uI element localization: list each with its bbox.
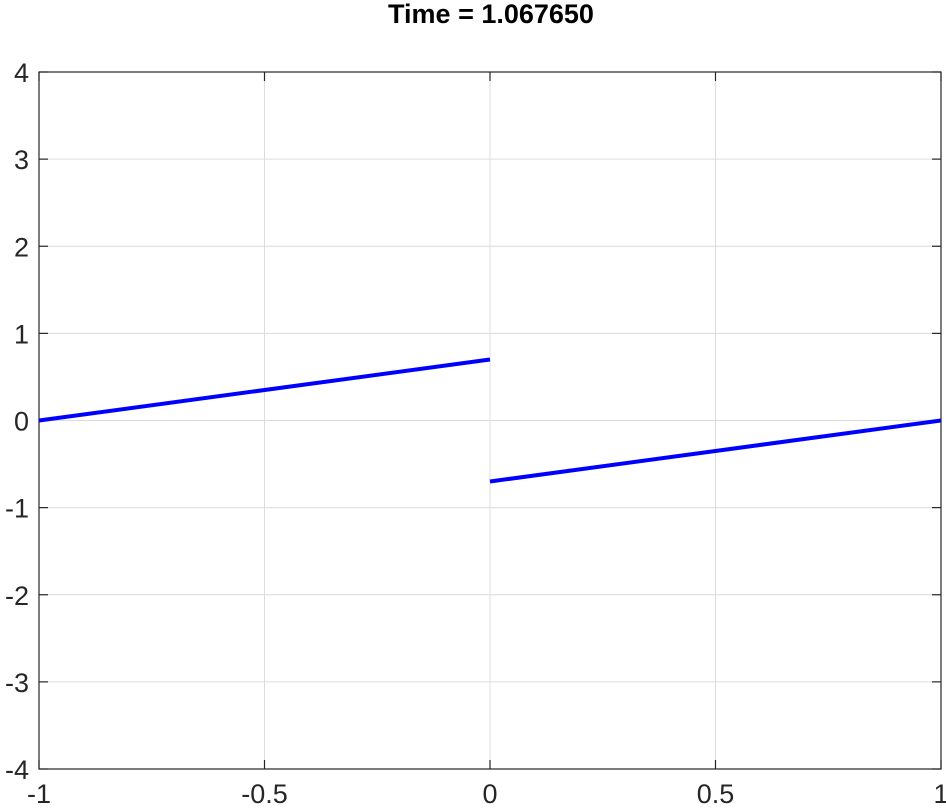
x-tick-label: 1 (933, 779, 946, 809)
y-tick-label: 3 (14, 145, 29, 175)
x-tick-label: 0.5 (697, 779, 735, 809)
series-line-segment (489, 418, 942, 484)
y-tick-label: -1 (5, 494, 29, 524)
y-tick-label: -2 (5, 581, 29, 611)
chart-title: Time = 1.067650 (388, 0, 594, 29)
y-tick-label: 4 (14, 58, 29, 88)
y-tick-label: 1 (14, 319, 29, 349)
series-line-segment (38, 357, 491, 423)
x-tick-label: 0 (482, 779, 497, 809)
y-tick-label: 0 (14, 407, 29, 437)
y-tick-label: 2 (14, 232, 29, 262)
x-tick-label: -0.5 (241, 779, 288, 809)
y-tick-label: -4 (5, 755, 29, 785)
grid (38, 71, 942, 770)
series-layer (38, 357, 942, 484)
ticks: -1 -0.5 0 0.5 1 -4 -3 -2 -1 0 1 2 3 4 (5, 58, 946, 809)
x-tick-label: -1 (27, 779, 51, 809)
y-tick-label: -3 (5, 668, 29, 698)
